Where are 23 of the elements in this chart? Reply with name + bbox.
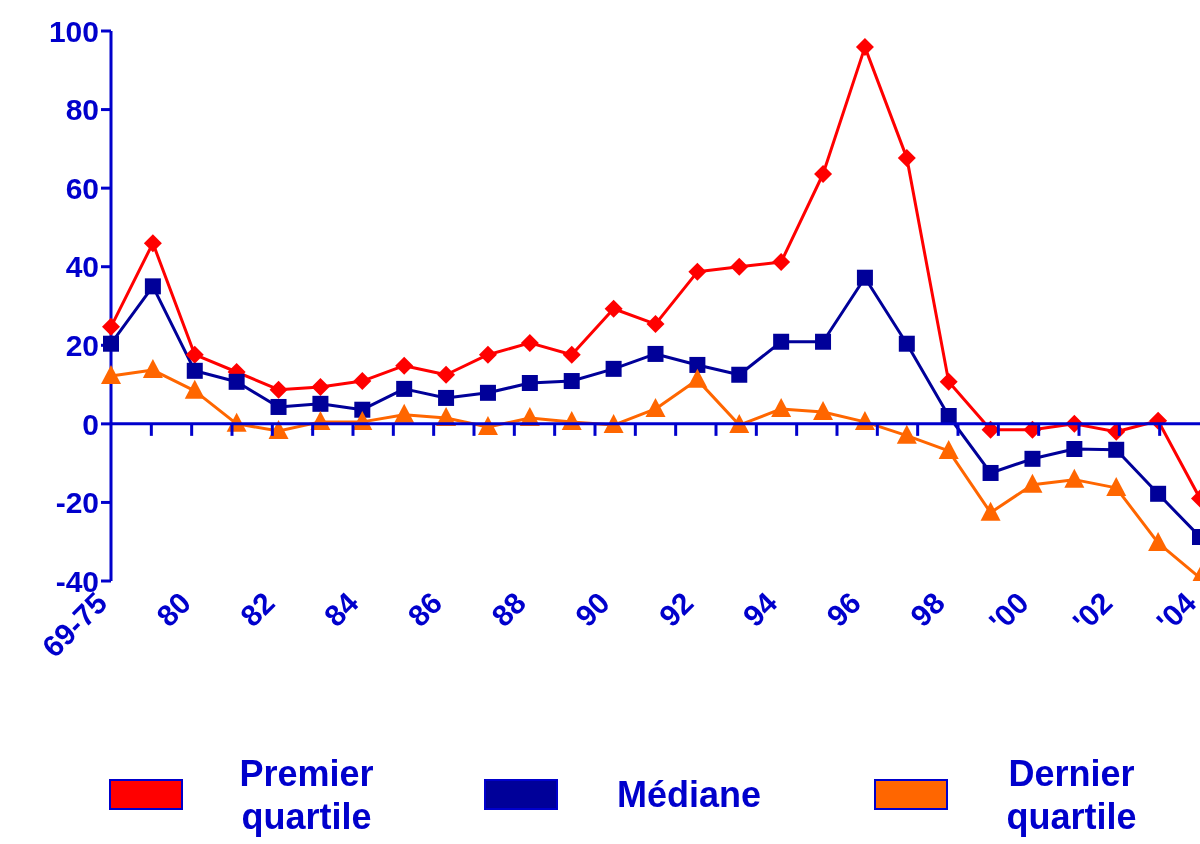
y-tick-label: -20: [55, 486, 99, 520]
x-tick-label: 80: [150, 585, 198, 633]
x-tick-label: 94: [736, 585, 784, 633]
x-tick-label: 84: [317, 585, 365, 633]
x-tick-label: 92: [652, 585, 700, 633]
y-tick-label: 0: [82, 407, 99, 441]
x-tick-label: 90: [568, 585, 616, 633]
x-tick-label: 82: [233, 585, 281, 633]
x-tick-label: '00: [982, 585, 1035, 638]
x-tick-label: '02: [1066, 585, 1119, 638]
x-tick-label: 86: [401, 585, 449, 633]
y-tick-label: 20: [65, 328, 99, 362]
legend-label: Dernier quartile: [1005, 751, 1138, 838]
x-tick-label: '04: [1150, 585, 1200, 638]
x-tick-label: 96: [820, 585, 868, 633]
x-tick-label: 88: [485, 585, 533, 633]
legend-label: Médiane: [615, 773, 762, 816]
y-tick-label: 80: [65, 93, 99, 127]
y-tick-label: 40: [65, 250, 99, 284]
y-tick-label: 100: [48, 14, 99, 48]
y-tick-label: 60: [65, 171, 99, 205]
legend-label: Premier quartile: [238, 751, 375, 838]
x-tick-label: 98: [904, 585, 951, 633]
